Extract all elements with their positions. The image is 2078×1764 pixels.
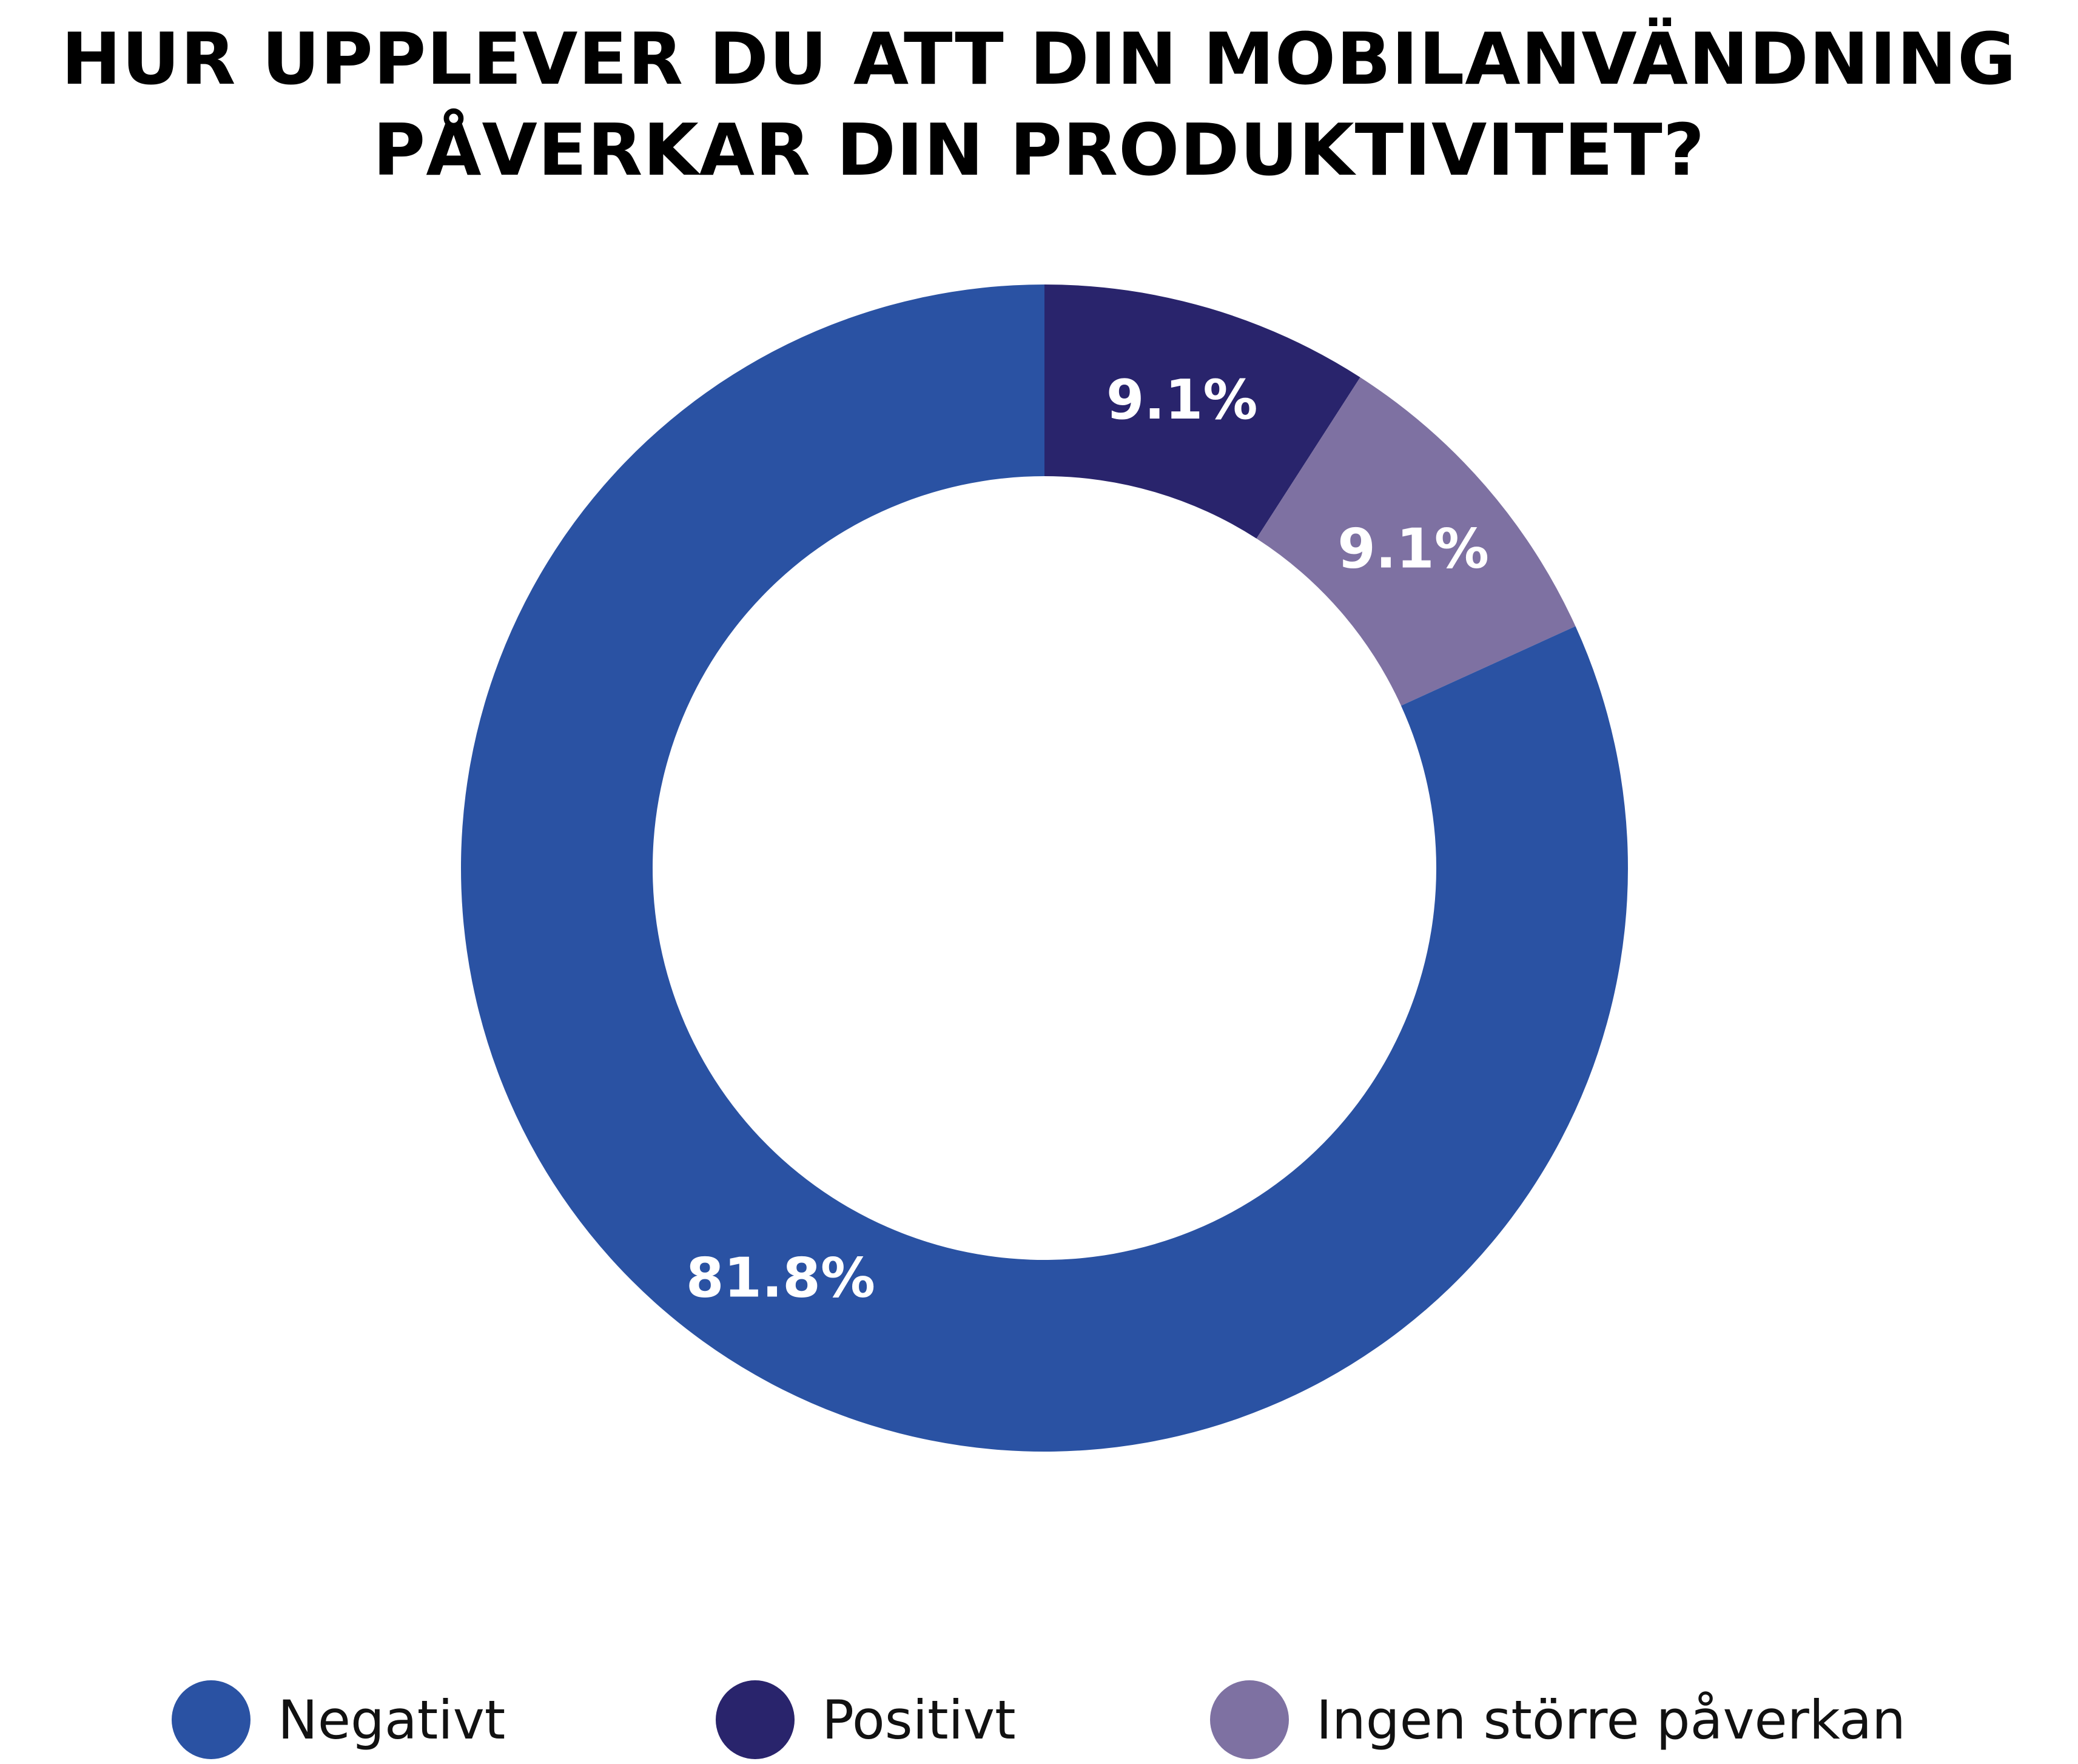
legend-swatch-negativt	[172, 1680, 251, 1759]
slice-negativt	[461, 284, 1629, 1452]
legend-label-negativt: Negativt	[278, 1688, 506, 1751]
legend-swatch-positivt	[716, 1680, 795, 1759]
chart-title-line-2: PÅVERKAR DIN PRODUKTIVITET?	[372, 108, 1706, 192]
data-label-ingen-storre-paverkan: 9.1%	[1337, 517, 1489, 581]
slice-positivt	[1044, 284, 1360, 539]
legend-label-positivt: Positivt	[822, 1688, 1016, 1751]
legend-item-ingen-storre-paverkan: Ingen större påverkan	[1210, 1680, 1906, 1759]
data-label-positivt: 9.1%	[1106, 368, 1258, 432]
chart-title-line-1: HUR UPPLEVER DU ATT DIN MOBILANVÄNDNING	[61, 17, 2017, 101]
slice-ingen-storre-paverkan	[1256, 377, 1576, 706]
legend-swatch-ingen-storre-paverkan	[1210, 1680, 1289, 1759]
chart-title: HUR UPPLEVER DU ATT DIN MOBILANVÄNDNING …	[0, 13, 2078, 195]
legend-item-positivt: Positivt	[716, 1680, 1016, 1759]
legend: Negativt Positivt Ingen större påverkan	[0, 1680, 2078, 1759]
legend-item-negativt: Negativt	[172, 1680, 505, 1759]
legend-label-ingen-storre-paverkan: Ingen större påverkan	[1316, 1688, 1906, 1751]
data-label-negativt: 81.8%	[686, 1247, 875, 1310]
